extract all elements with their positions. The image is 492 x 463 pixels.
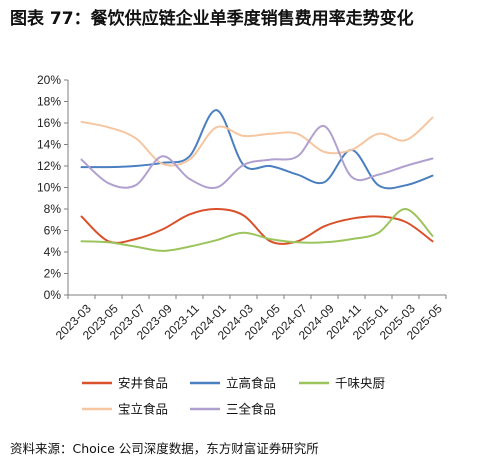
y-tick-label: 0% [44, 288, 62, 302]
legend-label: 安井食品 [118, 376, 168, 391]
legend-label: 千味央厨 [335, 376, 385, 391]
y-tick-label: 4% [44, 245, 62, 259]
series-line-2 [80, 109, 434, 190]
y-tick-label: 10% [37, 181, 61, 195]
legend-label: 立高食品 [226, 376, 276, 391]
y-tick-label: 18% [37, 95, 61, 109]
y-tick-label: 6% [44, 224, 62, 238]
series-line-1 [80, 207, 434, 245]
chart-axes: 0%2%4%6%8%10%12%14%16%18%20%2023-032023-… [37, 73, 447, 342]
chart-title: 图表 77：餐饮供应链企业单季度销售费用率走势变化 [10, 9, 414, 29]
chart-series [80, 109, 434, 252]
y-tick-label: 12% [37, 159, 61, 173]
series-line-4 [80, 116, 434, 167]
y-tick-label: 14% [37, 138, 61, 152]
series-line-3 [80, 207, 434, 252]
series-line-5 [80, 125, 434, 190]
y-tick-label: 16% [37, 116, 61, 130]
legend-label: 宝立食品 [118, 402, 168, 417]
y-tick-label: 20% [37, 73, 61, 87]
y-tick-label: 8% [44, 202, 62, 216]
source-note: 资料来源：Choice 公司深度数据，东方财富证券研究所 [10, 441, 319, 456]
y-tick-label: 2% [44, 267, 62, 281]
legend-label: 三全食品 [226, 402, 276, 417]
